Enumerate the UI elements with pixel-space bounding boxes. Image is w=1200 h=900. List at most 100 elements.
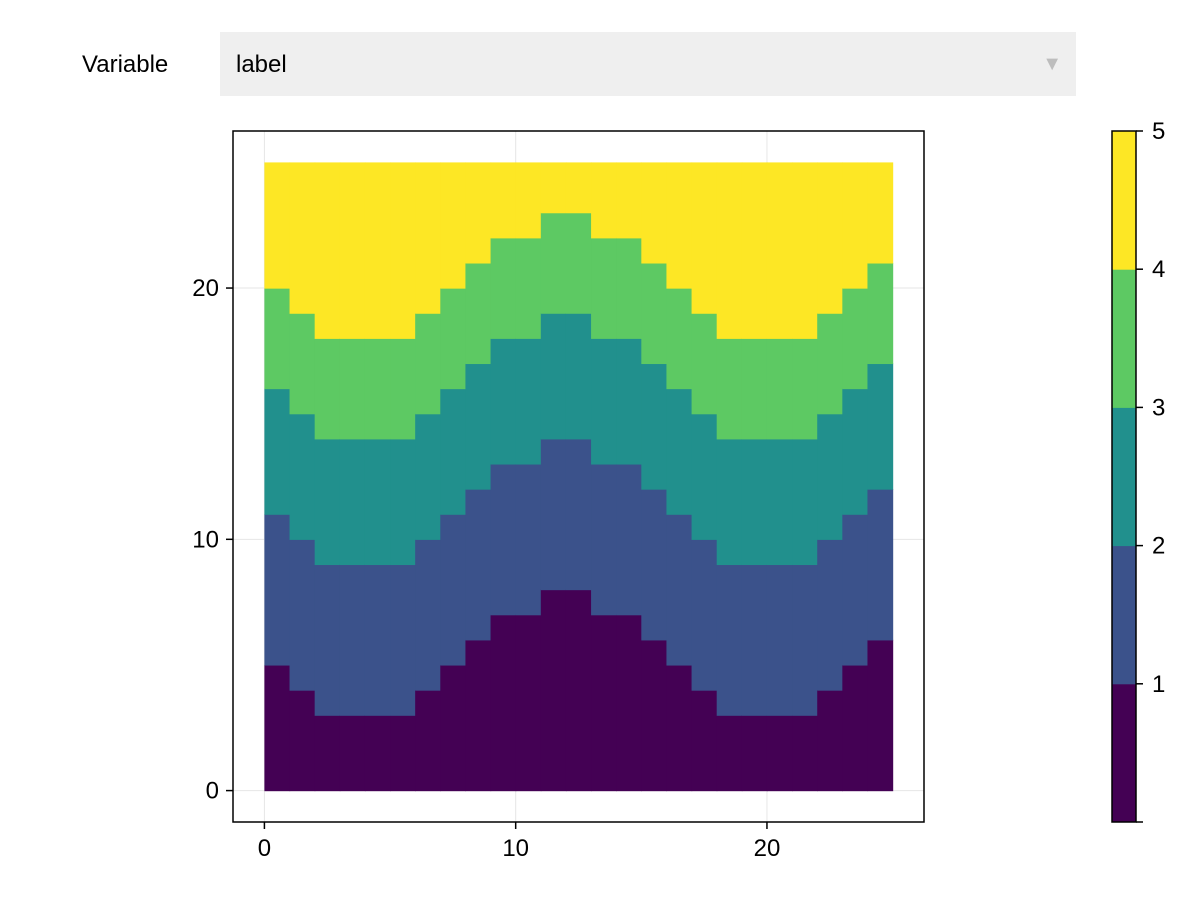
heatmap-cell-class-1 [842, 664, 869, 792]
heatmap-cell-class-1 [440, 664, 467, 792]
heatmap-cell-class-3 [741, 438, 768, 566]
colorbar-tick-label: 2 [1152, 533, 1165, 560]
heatmap-cell-class-2 [515, 463, 542, 616]
heatmap-cell-class-5 [364, 162, 391, 339]
heatmap-cell-class-1 [616, 614, 642, 792]
heatmap-cell-class-5 [842, 162, 869, 289]
heatmap-cell-class-2 [741, 564, 768, 716]
heatmap-cell-class-4 [641, 262, 668, 365]
colorbar-segment [1112, 269, 1136, 408]
variable-label: Variable [82, 51, 169, 78]
heatmap-cell-class-2 [616, 463, 642, 616]
heatmap-cell-class-5 [741, 162, 768, 339]
heatmap-cell-class-1 [289, 690, 316, 792]
heatmap-cell-class-3 [314, 438, 341, 566]
y-tick-label: 10 [192, 526, 219, 553]
heatmap-cell-class-4 [691, 313, 718, 415]
heatmap-cell-class-2 [817, 539, 843, 691]
heatmap-cell-class-4 [264, 288, 291, 390]
heatmap-cell-class-5 [666, 162, 693, 289]
heatmap-cell-class-3 [867, 363, 894, 490]
heatmap-cell-class-3 [641, 363, 668, 490]
heatmap-cell-class-2 [339, 564, 366, 716]
heatmap-cell-class-1 [591, 614, 617, 792]
heatmap-cell-class-5 [766, 162, 793, 339]
heatmap-cell-class-1 [867, 639, 894, 792]
colorbar-tick-label: 1 [1152, 671, 1165, 698]
heatmap-cell-class-5 [792, 162, 818, 339]
heatmap-cell-class-4 [616, 237, 642, 339]
colorbar-tick-label: 3 [1152, 394, 1165, 421]
heatmap-cell-class-5 [490, 162, 517, 239]
heatmap-cell-class-5 [540, 162, 567, 214]
heatmap-cell-class-5 [289, 162, 316, 314]
heatmap-cell-class-5 [440, 162, 467, 289]
heatmap-cell-class-1 [817, 690, 843, 792]
heatmap-cell-class-3 [540, 313, 567, 440]
heatmap-cell-class-2 [540, 438, 567, 591]
heatmap-cell-class-4 [515, 237, 542, 339]
heatmap-cell-class-4 [364, 338, 391, 440]
heatmap-cell-class-5 [415, 162, 441, 314]
heatmap-cell-class-3 [817, 413, 843, 540]
heatmap-cell-class-2 [565, 438, 592, 591]
heatmap-cell-class-2 [415, 539, 441, 691]
heatmap-cell-class-1 [390, 715, 416, 792]
colorbar-tick-label: 5 [1152, 118, 1165, 145]
heatmap-cell-class-5 [565, 162, 592, 214]
heatmap-cell-class-3 [565, 313, 592, 440]
heatmap-cell-class-5 [641, 162, 668, 264]
heatmap-cell-class-3 [339, 438, 366, 566]
heatmap-cell-class-1 [565, 589, 592, 792]
heatmap-cell-class-3 [515, 338, 542, 465]
heatmap-cell-class-1 [741, 715, 768, 792]
colorbar-segment [1112, 131, 1136, 270]
heatmap-cell-class-2 [716, 564, 743, 716]
heatmap-cell-class-1 [641, 639, 668, 792]
heatmap-cell-class-1 [540, 589, 567, 792]
x-tick-label: 20 [754, 835, 781, 862]
heatmap-cell-class-1 [264, 664, 291, 792]
heatmap-cell-class-2 [766, 564, 793, 716]
heatmap-cell-class-3 [616, 338, 642, 465]
heatmap-cell-class-1 [415, 690, 441, 792]
heatmap-cell-class-1 [792, 715, 818, 792]
variable-dropdown[interactable]: label ▼ [220, 32, 1076, 96]
heatmap-cell-class-4 [540, 212, 567, 314]
heatmap-cell-class-3 [264, 388, 291, 515]
heatmap-cell-class-2 [289, 539, 316, 691]
heatmap-cell-class-3 [842, 388, 869, 515]
heatmap-cell-class-4 [591, 237, 617, 339]
heatmap-cell-class-2 [691, 539, 718, 691]
heatmap-cell-class-2 [440, 514, 467, 666]
heatmap-cell-class-4 [766, 338, 793, 440]
heatmap-cell-class-2 [591, 463, 617, 616]
heatmap-cell-class-1 [691, 690, 718, 792]
x-tick-label: 10 [502, 835, 529, 862]
heatmap-cell-class-5 [339, 162, 366, 339]
heatmap-cell-class-4 [867, 262, 894, 365]
heatmap-cell-class-2 [641, 489, 668, 641]
heatmap-cell-class-3 [390, 438, 416, 566]
heatmap-cell-class-4 [817, 313, 843, 415]
heatmap-cell-class-5 [515, 162, 542, 239]
heatmap-cell-class-3 [289, 413, 316, 540]
heatmap-cell-class-4 [390, 338, 416, 440]
heatmap-cell-class-5 [390, 162, 416, 339]
heatmap-cell-class-2 [390, 564, 416, 716]
heatmap-cell-class-4 [490, 237, 517, 339]
heatmap-cell-class-4 [465, 262, 492, 365]
colorbar-segment [1112, 545, 1136, 685]
heatmap-cell-class-4 [289, 313, 316, 415]
heatmap-cell-class-3 [490, 338, 517, 465]
heatmap-cell-class-4 [565, 212, 592, 314]
heatmap-cell-class-2 [465, 489, 492, 641]
heatmap-cell-class-3 [691, 413, 718, 540]
heatmap-cell-class-3 [792, 438, 818, 566]
heatmap-cell-class-3 [364, 438, 391, 566]
colorbar-segment [1112, 683, 1136, 823]
heatmap-cell-class-5 [716, 162, 743, 339]
heatmap-cell-class-5 [314, 162, 341, 339]
heatmap-cell-class-5 [591, 162, 617, 239]
